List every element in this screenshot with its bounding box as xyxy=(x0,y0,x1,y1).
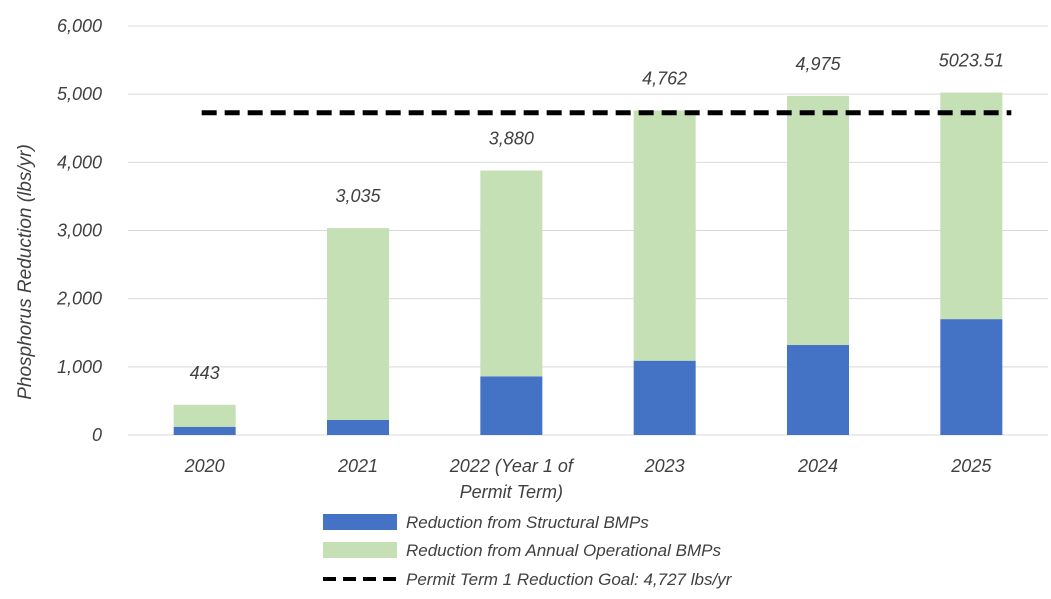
x-tick-label: 2020 xyxy=(184,456,225,476)
y-tick-label: 3,000 xyxy=(57,221,102,241)
y-tick-label: 6,000 xyxy=(57,16,102,36)
bar-layer xyxy=(173,92,1003,435)
legend-swatch xyxy=(323,514,397,530)
bar-total-label: 3,880 xyxy=(489,129,534,149)
x-tick-label: 2023 xyxy=(644,456,685,476)
bar-structural-bmps xyxy=(173,426,236,435)
bar-total-label: 3,035 xyxy=(335,186,381,206)
x-tick-label: 2024 xyxy=(797,456,838,476)
bar-operational-bmps xyxy=(173,404,236,427)
y-tick-label: 2,000 xyxy=(56,289,102,309)
y-tick-label: 1,000 xyxy=(57,357,102,377)
bar-structural-bmps xyxy=(787,345,849,435)
legend-label: Permit Term 1 Reduction Goal: 4,727 lbs/… xyxy=(406,570,733,589)
bar-total-label: 5023.51 xyxy=(939,51,1004,71)
y-tick-label: 0 xyxy=(92,425,102,445)
bar-total-label: 4,762 xyxy=(642,68,687,88)
legend-swatch xyxy=(323,542,397,558)
bar-structural-bmps xyxy=(327,420,389,435)
y-tick-label: 4,000 xyxy=(57,152,102,172)
bar-structural-bmps xyxy=(480,376,543,435)
bar-structural-bmps xyxy=(940,319,1003,435)
bar-total-label: 443 xyxy=(190,363,220,383)
x-tick-label: 2021 xyxy=(337,456,378,476)
legend: Reduction from Structural BMPs Reduction … xyxy=(323,513,733,589)
bar-operational-bmps xyxy=(787,95,849,346)
y-tick-label: 5,000 xyxy=(57,84,102,104)
legend-label: Reduction from Annual Operational BMPs xyxy=(406,541,721,560)
label-layer: 0 1,000 2,000 3,000 4,000 5,000 6,000 443 2020 3,… xyxy=(56,16,1004,502)
grid-layer xyxy=(128,25,1048,436)
legend-label: Reduction from Structural BMPs xyxy=(406,513,649,532)
x-tick-label: 2022 (Year 1 of Permit Term) xyxy=(449,456,575,502)
bar-structural-bmps xyxy=(633,360,696,435)
bar-total-label: 4,975 xyxy=(795,54,841,74)
bar-operational-bmps xyxy=(327,228,389,421)
x-tick-label: 2025 xyxy=(950,456,992,476)
bar-operational-bmps xyxy=(940,92,1003,320)
bar-operational-bmps xyxy=(480,170,543,377)
y-axis-title: Phosphorus Reduction (lbs/yr) xyxy=(15,144,36,400)
bar-operational-bmps xyxy=(633,110,696,361)
